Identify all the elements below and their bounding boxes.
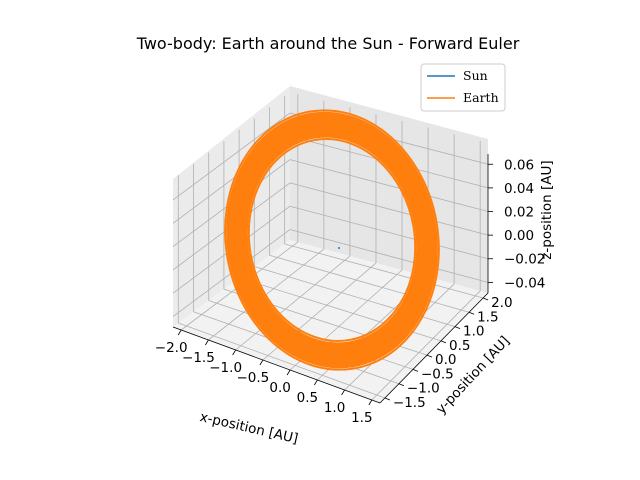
x-tick-label: −1.0 bbox=[209, 360, 242, 376]
tick-labels: −2.0−1.5−1.0−0.50.00.51.01.5−1.5−1.0−0.5… bbox=[155, 157, 546, 426]
x-tick bbox=[232, 349, 236, 356]
x-tick-label: 0.5 bbox=[297, 390, 318, 406]
y-tick bbox=[398, 383, 405, 387]
earth-orbit-ring bbox=[247, 138, 417, 342]
x-tick bbox=[341, 389, 345, 396]
y-tick bbox=[454, 326, 461, 329]
z-grid-back bbox=[289, 182, 489, 236]
x-axis-line bbox=[172, 326, 381, 404]
y-grid-floor bbox=[178, 322, 386, 399]
y-tick bbox=[412, 369, 419, 372]
legend-label-earth: Earth bbox=[463, 90, 499, 105]
y-axis-line bbox=[379, 292, 489, 404]
y-tick-label: 0.0 bbox=[435, 352, 456, 368]
x-grid-floor bbox=[235, 255, 351, 351]
y-tick bbox=[440, 340, 447, 344]
z-tick-label: 0.00 bbox=[504, 228, 534, 244]
x-tick bbox=[177, 329, 182, 336]
z-tick-label: 0.04 bbox=[504, 181, 534, 197]
y-tick-label: −1.5 bbox=[393, 395, 426, 411]
z-grid-left bbox=[172, 112, 291, 201]
y-tick bbox=[482, 297, 489, 301]
y-tick-label: 1.0 bbox=[463, 324, 484, 340]
sun-point bbox=[338, 247, 340, 249]
x-tick-label: 1.0 bbox=[324, 400, 345, 416]
y-tick-label: 0.5 bbox=[449, 338, 470, 354]
legend: Sun Earth bbox=[420, 63, 506, 112]
z-tick-label: −0.02 bbox=[504, 252, 545, 268]
y-tick-label: 1.5 bbox=[477, 309, 498, 325]
x-grid-floor bbox=[371, 290, 481, 401]
x-tick-label: 1.5 bbox=[351, 410, 372, 426]
z-tick-label: −0.04 bbox=[504, 275, 545, 291]
y-tick-label: −0.5 bbox=[421, 366, 454, 382]
earth-orbit-ring bbox=[224, 109, 440, 371]
z-tick-label: 0.06 bbox=[504, 157, 534, 173]
x-tick-label: 0.0 bbox=[269, 380, 290, 396]
z-grid-back bbox=[289, 229, 489, 283]
z-axis-label: z-position [AU] bbox=[539, 160, 555, 259]
x-tick bbox=[259, 359, 264, 366]
z-grid-back bbox=[289, 159, 489, 212]
series-layer bbox=[224, 109, 440, 371]
y-grid-floor bbox=[269, 254, 470, 313]
x-tick-label: −0.5 bbox=[236, 370, 269, 386]
y-tick-label: 2.0 bbox=[491, 295, 512, 311]
z-grid-back bbox=[289, 205, 489, 260]
x-tick bbox=[286, 369, 291, 376]
y-grid-floor bbox=[284, 243, 484, 299]
y-tick bbox=[426, 354, 433, 358]
x-tick bbox=[205, 339, 209, 346]
y-tick-label: −1.0 bbox=[407, 381, 440, 397]
y-tick bbox=[384, 397, 391, 401]
x-tick bbox=[368, 399, 373, 406]
z-tick-label: 0.02 bbox=[504, 205, 534, 221]
y-tick bbox=[468, 311, 475, 315]
legend-label-sun: Sun bbox=[463, 68, 488, 83]
x-tick bbox=[314, 379, 318, 386]
x-tick-label: −2.0 bbox=[155, 340, 188, 356]
tick-marks bbox=[177, 163, 493, 406]
x-tick-label: −1.5 bbox=[182, 350, 215, 366]
axis-edges bbox=[172, 154, 489, 404]
chart-title: Two-body: Earth around the Sun - Forward… bbox=[136, 34, 520, 53]
